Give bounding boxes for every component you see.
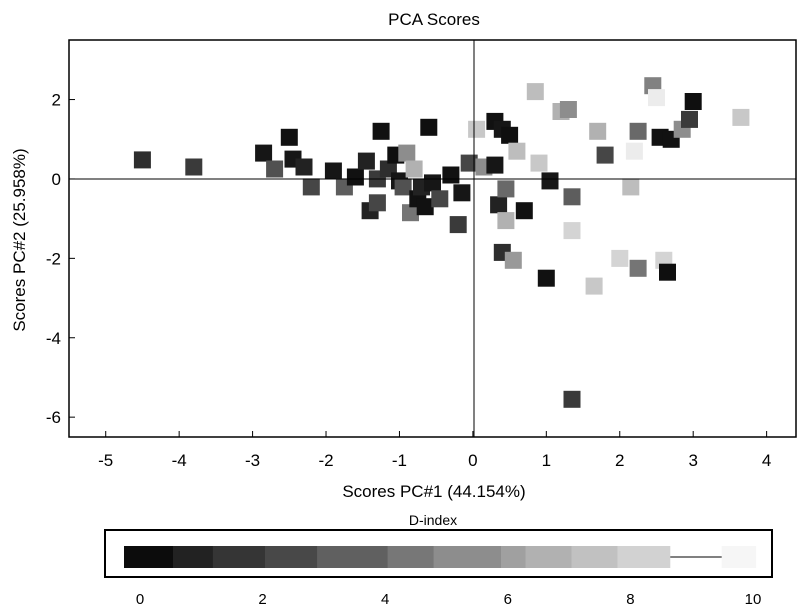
data-point-43 bbox=[504, 251, 522, 269]
data-point-31 bbox=[453, 184, 471, 202]
data-point-49 bbox=[541, 172, 559, 190]
data-point-64 bbox=[648, 89, 665, 107]
data-point-62 bbox=[629, 259, 647, 277]
colorbar-title: D-index bbox=[409, 512, 457, 528]
data-point-10 bbox=[346, 168, 364, 186]
data-point-2 bbox=[255, 144, 273, 162]
data-point-22 bbox=[405, 160, 423, 178]
data-point-58 bbox=[611, 249, 629, 267]
data-point-30 bbox=[449, 216, 467, 234]
colorbar-tick-label-4: 8 bbox=[626, 591, 634, 608]
data-point-70 bbox=[681, 110, 698, 128]
data-point-14 bbox=[368, 194, 386, 212]
colorbar-segment-5 bbox=[387, 546, 444, 568]
x-axis-label: Scores PC#1 (44.154%) bbox=[342, 482, 525, 501]
colorbar-tick-label-0: 0 bbox=[136, 591, 144, 608]
data-point-40 bbox=[497, 180, 515, 198]
colorbar-segment-6 bbox=[433, 546, 508, 568]
colorbar-tick-label-1: 2 bbox=[258, 591, 266, 608]
x-tick-label-0: -5 bbox=[98, 451, 113, 470]
colorbar-segment-11 bbox=[721, 546, 757, 568]
data-point-28 bbox=[431, 190, 449, 208]
data-point-8 bbox=[324, 162, 342, 180]
x-tick-label-6: 1 bbox=[542, 451, 551, 470]
data-point-72 bbox=[732, 108, 750, 126]
data-point-37 bbox=[490, 196, 508, 214]
data-point-48 bbox=[537, 269, 555, 287]
x-tick-label-8: 3 bbox=[688, 451, 697, 470]
data-point-32 bbox=[460, 154, 478, 172]
plot-frame bbox=[68, 39, 797, 438]
data-point-3 bbox=[266, 160, 284, 178]
data-point-61 bbox=[629, 122, 647, 140]
data-point-42 bbox=[501, 126, 519, 144]
data-point-59 bbox=[622, 178, 640, 196]
data-point-26 bbox=[420, 118, 438, 136]
data-point-54 bbox=[563, 390, 581, 408]
colorbar-segment-4 bbox=[317, 546, 398, 568]
x-tick-label-2: -3 bbox=[245, 451, 260, 470]
chart-title: PCA Scores bbox=[388, 10, 480, 29]
y-tick-label-1: 0 bbox=[52, 170, 61, 189]
colorbar-segment-10 bbox=[617, 546, 671, 568]
data-point-15 bbox=[372, 122, 390, 140]
data-point-60 bbox=[625, 142, 643, 160]
data-point-11 bbox=[357, 152, 375, 170]
data-point-19 bbox=[394, 178, 412, 196]
data-point-45 bbox=[515, 202, 533, 220]
x-tick-label-1: -4 bbox=[172, 451, 187, 470]
data-point-7 bbox=[302, 178, 320, 196]
y-tick-label-2: -2 bbox=[46, 249, 61, 268]
colorbar-segment-2 bbox=[212, 546, 281, 568]
data-point-0 bbox=[133, 151, 151, 169]
data-point-33 bbox=[468, 120, 486, 138]
data-point-20 bbox=[398, 144, 416, 162]
scatter-points bbox=[133, 77, 750, 408]
data-point-47 bbox=[530, 154, 548, 172]
x-tick-label-3: -2 bbox=[318, 451, 333, 470]
y-axis-label: Scores PC#2 (25.958%) bbox=[10, 148, 29, 331]
data-point-51 bbox=[559, 101, 577, 118]
y-axis-ticks: 2 0 -2 -4 -6 bbox=[46, 91, 75, 427]
data-point-27 bbox=[424, 174, 441, 192]
data-point-46 bbox=[526, 83, 544, 101]
colorbar-ticks: 0 2 4 6 8 10 bbox=[136, 591, 762, 608]
data-point-67 bbox=[659, 263, 676, 281]
data-point-44 bbox=[508, 142, 526, 160]
y-tick-label-0: 2 bbox=[52, 91, 61, 110]
x-tick-label-4: -1 bbox=[392, 451, 407, 470]
x-tick-label-9: 4 bbox=[762, 451, 771, 470]
data-point-6 bbox=[295, 158, 313, 176]
x-tick-label-7: 2 bbox=[615, 451, 624, 470]
data-point-53 bbox=[563, 188, 581, 206]
data-point-25 bbox=[416, 198, 434, 216]
data-point-57 bbox=[596, 146, 614, 164]
data-point-1 bbox=[185, 158, 203, 176]
data-point-52 bbox=[563, 222, 581, 240]
data-point-56 bbox=[589, 122, 607, 140]
data-point-55 bbox=[585, 277, 603, 295]
y-tick-label-3: -4 bbox=[46, 329, 61, 348]
y-tick-label-4: -6 bbox=[46, 408, 61, 427]
data-point-4 bbox=[280, 128, 298, 146]
data-point-29 bbox=[442, 166, 460, 184]
data-point-21 bbox=[402, 204, 419, 222]
colorbar-segments bbox=[124, 546, 757, 568]
x-axis-ticks: -5 -4 -3 -2 -1 0 1 2 3 4 bbox=[98, 431, 771, 470]
colorbar-segment-1 bbox=[173, 546, 220, 568]
data-point-71 bbox=[684, 93, 702, 110]
data-point-36 bbox=[486, 156, 504, 174]
colorbar-segment-0 bbox=[124, 546, 174, 568]
colorbar-tick-label-5: 10 bbox=[745, 591, 762, 608]
colorbar-tick-label-3: 6 bbox=[504, 591, 512, 608]
data-point-41 bbox=[497, 212, 515, 230]
colorbar-segment-3 bbox=[265, 546, 330, 568]
colorbar-tick-label-2: 4 bbox=[381, 591, 389, 608]
x-tick-label-5: 0 bbox=[468, 451, 477, 470]
